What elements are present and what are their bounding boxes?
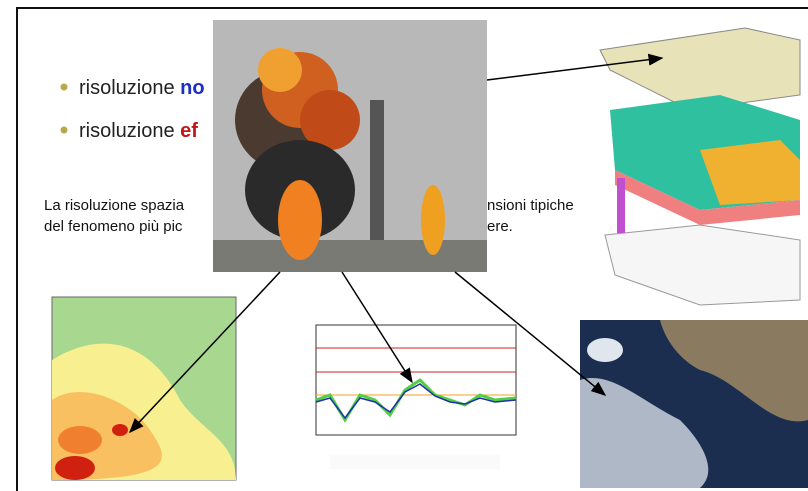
bullet-dot — [60, 126, 68, 134]
arrow — [341, 271, 413, 384]
time-series-image — [315, 324, 517, 469]
bullet-label: risoluzione — [79, 120, 175, 142]
paragraph-text: nsioni tipiche — [487, 197, 574, 214]
bullet-highlight: no — [180, 77, 204, 99]
arrow — [486, 53, 664, 81]
slide-frame — [16, 7, 808, 491]
3d-map-image — [599, 27, 801, 306]
plot-legend — [330, 455, 500, 469]
bullet-highlight: ef — [180, 120, 198, 142]
bullet-dot — [60, 83, 68, 91]
paragraph-text: La risoluzione spazia — [44, 197, 185, 214]
arrow — [454, 271, 607, 396]
explosion-photo — [213, 20, 487, 272]
arrow — [128, 271, 281, 434]
satellite-image — [580, 320, 808, 488]
paragraph-text: ere. — [487, 218, 513, 235]
bullet-label: risoluzione — [79, 77, 175, 99]
bullet-text: risoluzione ef — [79, 120, 198, 142]
colorbar — [617, 178, 625, 233]
temperature-map-image — [51, 296, 237, 481]
paragraph-text: del fenomeno più pic — [44, 218, 183, 235]
bullet-text: risoluzione no — [79, 77, 205, 99]
